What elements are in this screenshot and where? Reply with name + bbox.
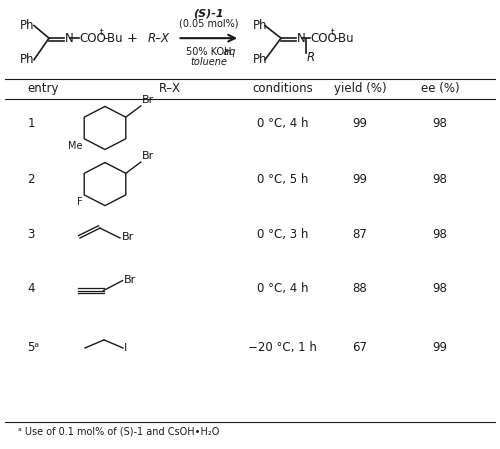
Text: 98: 98 <box>432 173 448 186</box>
Text: +: + <box>127 32 138 44</box>
Text: Ph: Ph <box>20 19 34 32</box>
Text: COO: COO <box>79 32 106 44</box>
Text: 0 °C, 3 h: 0 °C, 3 h <box>257 228 308 241</box>
Text: ᵃ Use of 0.1 mol% of (S)-1 and CsOH•H₂O: ᵃ Use of 0.1 mol% of (S)-1 and CsOH•H₂O <box>18 427 219 437</box>
Text: (0.05 mol%): (0.05 mol%) <box>179 19 238 29</box>
Text: −20 °C, 1 h: −20 °C, 1 h <box>248 342 317 354</box>
Text: 0 °C, 4 h: 0 °C, 4 h <box>257 117 308 130</box>
Text: 87: 87 <box>352 228 368 241</box>
Text: aq: aq <box>217 47 236 57</box>
Text: Ph: Ph <box>20 53 34 66</box>
Text: 5ᵃ: 5ᵃ <box>28 342 40 354</box>
Text: -Bu: -Bu <box>103 32 122 44</box>
Text: 4: 4 <box>28 282 35 295</box>
Text: Br: Br <box>122 232 134 242</box>
Text: Ph: Ph <box>252 53 267 66</box>
Text: Ph: Ph <box>252 19 267 32</box>
Text: 99: 99 <box>352 173 368 186</box>
Text: Br: Br <box>142 95 154 105</box>
Text: 98: 98 <box>432 117 448 130</box>
Text: R–X: R–X <box>148 32 170 44</box>
Text: I: I <box>124 343 127 353</box>
Text: Br: Br <box>124 275 136 285</box>
Text: N: N <box>296 32 305 44</box>
Text: R: R <box>307 51 315 63</box>
Text: t: t <box>330 28 334 37</box>
Text: 98: 98 <box>432 228 448 241</box>
Text: 98: 98 <box>432 282 448 295</box>
Text: 99: 99 <box>432 342 448 354</box>
Text: t: t <box>100 28 103 37</box>
Text: N: N <box>65 32 74 44</box>
Text: F: F <box>76 197 82 207</box>
Text: Me: Me <box>68 141 82 150</box>
Text: 50% KOH: 50% KOH <box>186 47 232 57</box>
Text: COO: COO <box>310 32 337 44</box>
Text: R–X: R–X <box>159 82 181 95</box>
Text: toluene: toluene <box>190 57 227 66</box>
Text: (S)-1: (S)-1 <box>194 9 224 18</box>
Text: entry: entry <box>28 82 59 95</box>
Text: 99: 99 <box>352 117 368 130</box>
Text: yield (%): yield (%) <box>334 82 386 95</box>
Text: ee (%): ee (%) <box>420 82 460 95</box>
Text: 2: 2 <box>28 173 35 186</box>
Text: 67: 67 <box>352 342 368 354</box>
Text: 0 °C, 5 h: 0 °C, 5 h <box>257 173 308 186</box>
Text: 1: 1 <box>28 117 35 130</box>
Text: 0 °C, 4 h: 0 °C, 4 h <box>257 282 308 295</box>
Text: 88: 88 <box>352 282 368 295</box>
Text: 3: 3 <box>28 228 35 241</box>
Text: conditions: conditions <box>252 82 313 95</box>
Text: -Bu: -Bu <box>334 32 353 44</box>
Text: Br: Br <box>142 151 154 161</box>
